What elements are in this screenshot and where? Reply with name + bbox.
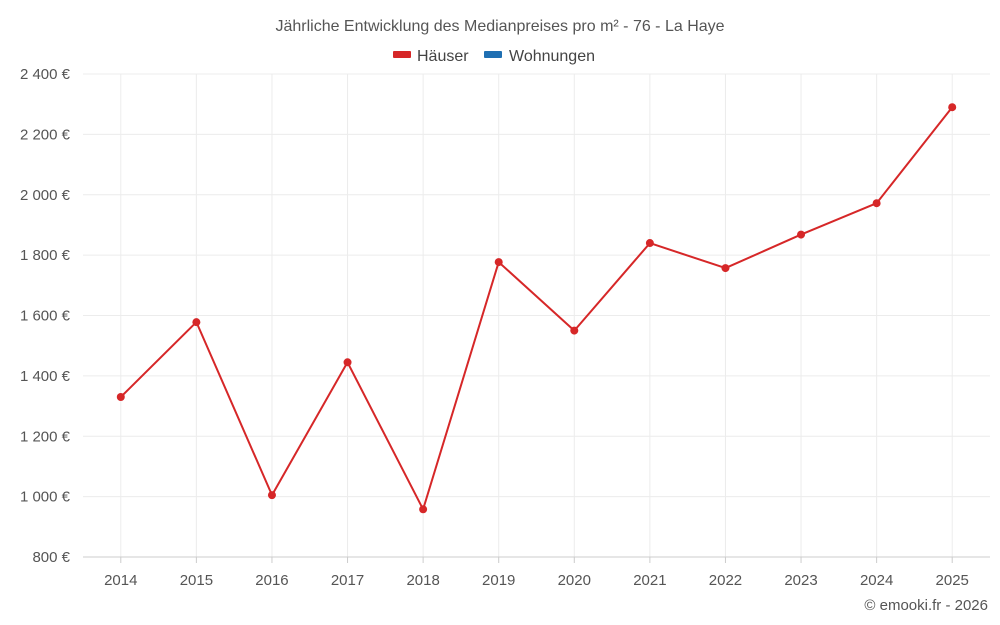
x-tick-label: 2017 bbox=[331, 572, 364, 589]
x-tick-label: 2020 bbox=[558, 572, 591, 589]
legend-item-haeuser[interactable]: Häuser bbox=[393, 48, 469, 65]
y-tick-label: 1 200 € bbox=[20, 428, 71, 445]
x-tick-label: 2019 bbox=[482, 572, 515, 589]
y-tick-label: 2 000 € bbox=[20, 187, 71, 204]
credit-text: © emooki.fr - 2026 bbox=[864, 597, 988, 614]
x-tick-label: 2018 bbox=[406, 572, 439, 589]
data-point[interactable] bbox=[343, 358, 352, 367]
data-point[interactable] bbox=[797, 230, 806, 239]
x-tick-label: 2015 bbox=[180, 572, 213, 589]
x-tick-label: 2023 bbox=[784, 572, 817, 589]
legend-swatch-haeuser bbox=[393, 51, 411, 58]
data-point[interactable] bbox=[192, 318, 201, 327]
x-tick-label: 2025 bbox=[936, 572, 969, 589]
x-tick-label: 2014 bbox=[104, 572, 137, 589]
data-point[interactable] bbox=[721, 264, 730, 273]
x-tick-label: 2024 bbox=[860, 572, 893, 589]
legend-item-wohnungen[interactable]: Wohnungen bbox=[484, 48, 595, 65]
data-point[interactable] bbox=[419, 505, 428, 514]
legend-label-wohnungen: Wohnungen bbox=[509, 48, 595, 65]
data-point[interactable] bbox=[872, 199, 881, 208]
y-tick-label: 800 € bbox=[32, 549, 70, 566]
data-point[interactable] bbox=[494, 258, 503, 267]
y-tick-label: 1 600 € bbox=[20, 308, 71, 325]
series-haeuser bbox=[116, 103, 957, 514]
x-tick-label: 2016 bbox=[255, 572, 288, 589]
data-point[interactable] bbox=[267, 491, 276, 500]
y-tick-label: 1 800 € bbox=[20, 247, 71, 264]
legend-swatch-wohnungen bbox=[484, 51, 502, 58]
y-tick-label: 1 400 € bbox=[20, 368, 71, 385]
legend: Häuser Wohnungen bbox=[393, 48, 595, 65]
data-point[interactable] bbox=[948, 103, 957, 112]
x-tick-label: 2021 bbox=[633, 572, 666, 589]
series-line bbox=[120, 106, 953, 511]
y-tick-label: 1 000 € bbox=[20, 489, 71, 506]
axes: 800 € 1 000 € 1 200 € 1 400 € 1 600 € 1 800 €… bbox=[20, 66, 990, 589]
y-tick-label: 2 400 € bbox=[20, 66, 71, 83]
grid bbox=[83, 73, 990, 557]
data-point[interactable] bbox=[645, 239, 654, 248]
data-point[interactable] bbox=[116, 393, 125, 402]
chart-title: Jährliche Entwicklung des Medianpreises … bbox=[275, 18, 724, 35]
x-tick-label: 2022 bbox=[709, 572, 742, 589]
y-tick-label: 2 200 € bbox=[20, 126, 71, 143]
data-point[interactable] bbox=[570, 326, 579, 335]
legend-label-haeuser: Häuser bbox=[417, 48, 469, 65]
